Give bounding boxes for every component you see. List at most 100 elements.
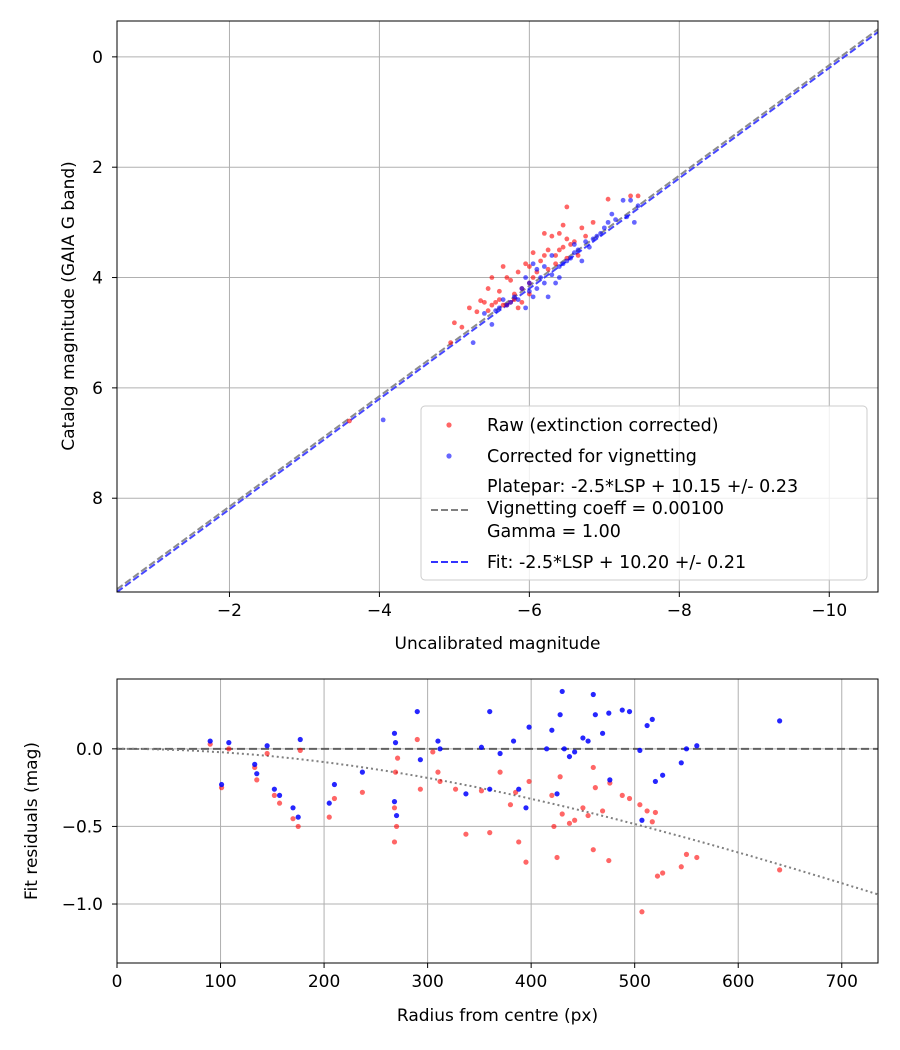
bottom-tick-marks: 0 100 200 300 400 500 600 700 0.0 −0.5 −1.0 [62,740,858,992]
bottom-data-point [554,854,560,861]
top-data-point [560,261,566,267]
bottom-grid [116,679,878,963]
bottom-data-point [207,738,213,744]
top-data-point [590,219,596,225]
bottom-data-point [561,746,567,752]
top-data-point [508,277,514,283]
bottom-data-point [435,769,441,775]
bottom-reference-lines [117,747,878,896]
bottom-data-point [393,812,400,819]
bottom-data-point [592,712,598,718]
top-data-point [620,197,626,203]
bottom-x-tick-label: 700 [826,972,858,992]
bottom-data-point [592,785,598,791]
legend-box [420,405,868,581]
bottom-data-point [626,795,633,802]
top-data-point [530,294,536,300]
bottom-data-point [487,708,493,715]
bottom-data-point [326,800,332,806]
bottom-data-point [507,802,514,808]
top-data-point [519,286,525,291]
top-data-point [628,197,633,203]
bottom-data-point [544,746,550,752]
bottom-data-point [694,743,700,749]
top-x-axis-label: Uncalibrated magnitude [395,634,601,654]
top-data-point [504,275,510,280]
top-data-point [568,255,574,261]
bottom-data-point [463,831,469,837]
legend-vignetting-label: Vignetting coeff = 0.00100 [487,499,724,519]
top-data-point [541,264,547,269]
top-y-tick-label: 2 [92,158,103,178]
top-data-point [556,247,562,253]
bottom-y-tick-label: −0.5 [62,817,103,837]
bottom-data-point [599,730,606,736]
bottom-x-tick-label: 300 [411,972,443,992]
top-data-point [347,418,352,424]
bottom-data-point [678,760,684,766]
top-data-point [474,309,480,315]
top-axes-frame [116,20,879,593]
bottom-data-point [777,718,783,724]
bottom-data-point [606,857,612,864]
legend-corrected-label: Corrected for vignetting [487,447,697,467]
bottom-data-point [566,753,573,760]
top-data-point [553,253,559,258]
top-x-tick-label: −8 [667,601,692,621]
bottom-x-tick-label: 0 [112,972,123,992]
top-data-point [583,239,588,245]
bottom-data-point [391,730,398,736]
top-data-point [500,302,506,308]
top-data-point [564,204,570,210]
bottom-data-point [590,847,596,853]
legend-platepar-label: Platepar: -2.5*LSP + 10.15 +/- 0.23 [487,477,798,497]
top-data-point [489,302,495,308]
top-data-point [538,275,544,280]
bottom-data-point [290,805,296,811]
top-data-point [571,250,577,256]
bottom-data-point [606,710,612,716]
bottom-data-point [619,707,625,713]
bottom-axes-frame [116,678,879,964]
top-data-point [556,275,562,280]
top-data-point [485,308,491,314]
bottom-data-point [271,786,277,792]
bottom-data-point [417,786,423,792]
residuals-plot: 0 100 200 300 400 500 600 700 0.0 −0.5 −1.0 Radius… [22,678,879,1026]
bottom-x-tick-label: 600 [722,972,754,992]
top-data-point [545,266,551,272]
bottom-data-point [393,823,400,830]
top-data-point [470,340,476,346]
bottom-data-point [526,724,532,730]
bottom-data-point [487,830,493,836]
top-data-point [481,310,487,316]
bottom-data-point [559,811,565,817]
bottom-data-point [557,712,563,718]
bottom-x-tick-label: 500 [618,972,650,992]
top-data-point [534,266,540,272]
bottom-data-point [264,750,270,757]
bottom-data-point [414,736,420,743]
bottom-data-point [660,772,666,778]
top-data-point [605,219,611,225]
bottom-data-point [271,792,277,798]
top-data-point [545,294,551,300]
top-data-point [564,236,570,242]
bottom-data-point [644,808,650,814]
top-data-point [571,242,577,247]
bottom-data-point [516,786,522,792]
bottom-data-point [654,873,661,879]
bottom-data-point [590,691,596,698]
top-data-point [556,264,562,269]
top-data-point [541,253,547,258]
top-data-point [489,322,495,327]
bottom-data-point [392,740,399,746]
bottom-data-point [683,746,690,752]
top-data-point [564,258,570,264]
bottom-data-point [526,778,532,785]
top-tick-marks: −2 −4 −6 −8 −10 0 2 4 6 8 [92,48,847,621]
top-data-point [605,196,611,202]
bottom-data-point [607,777,613,783]
bottom-data-point [580,805,586,811]
